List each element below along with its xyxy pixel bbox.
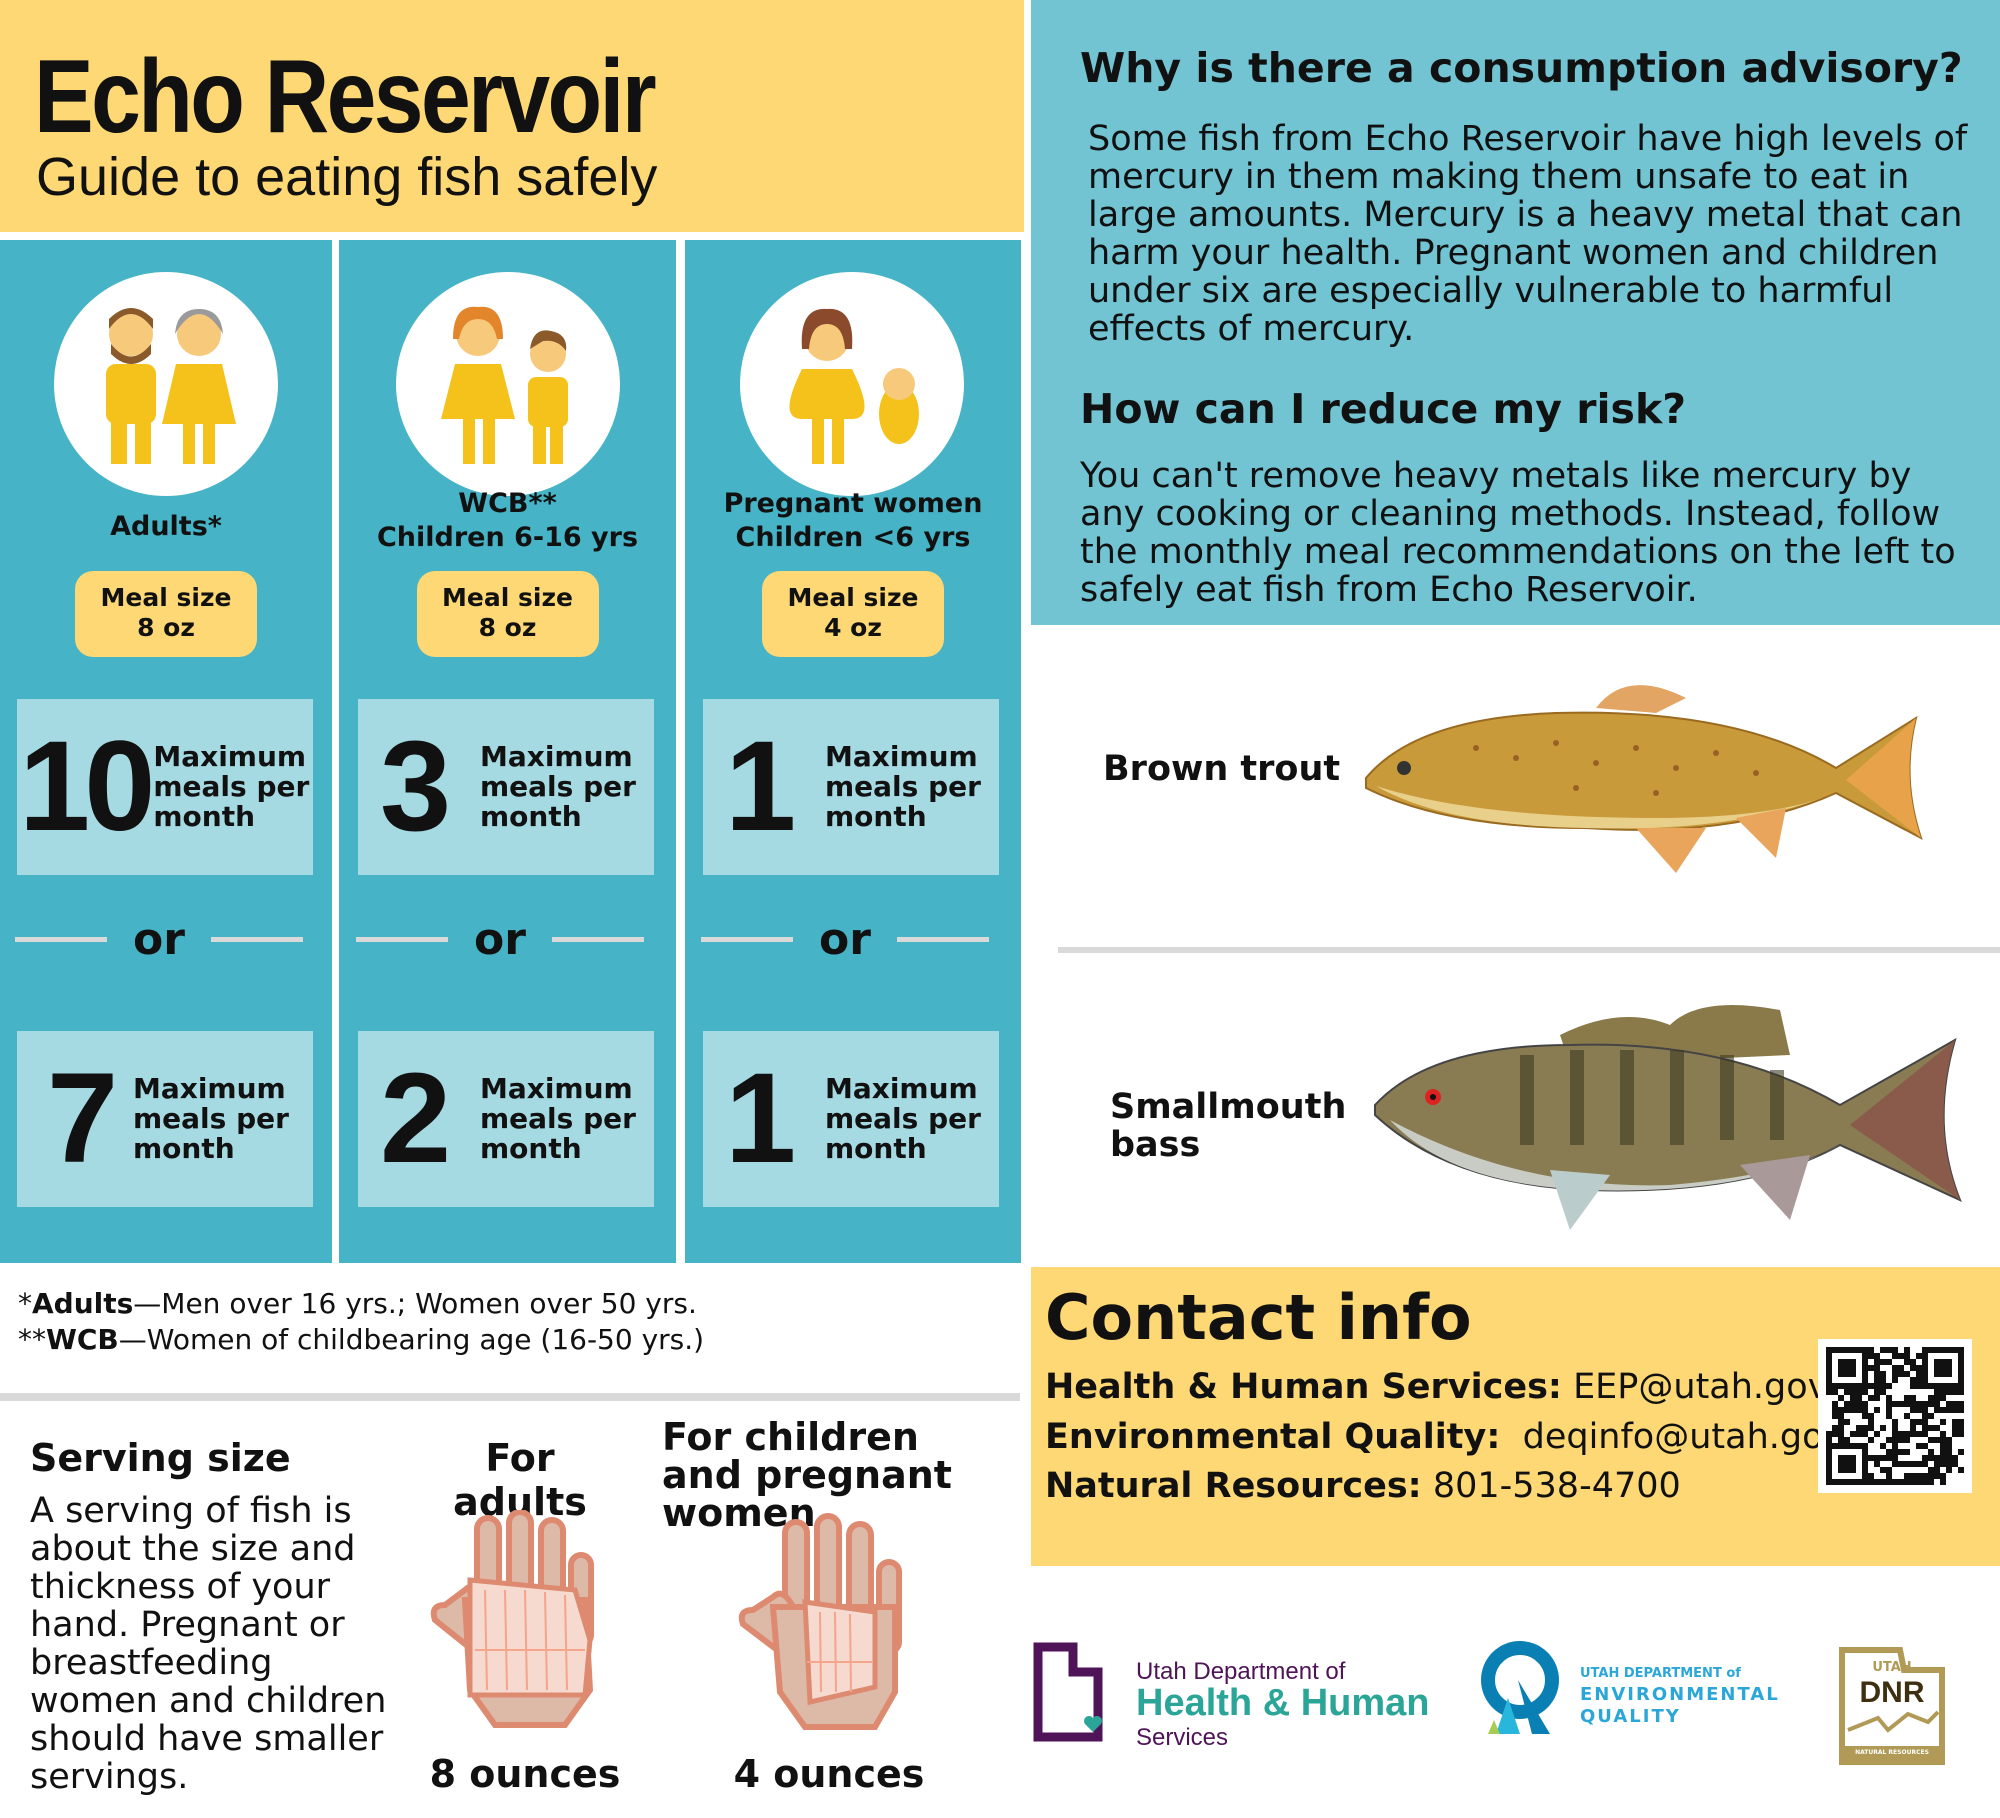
serving-size-body: A serving of fish is about the size and …: [30, 1491, 387, 1797]
section-divider: [0, 1393, 1020, 1401]
max-meals-second: 7 Maximum meals per month: [17, 1031, 313, 1207]
page-title: Echo Reservoir: [34, 39, 657, 155]
pregnant-child-icon: [740, 272, 964, 496]
why-heading: Why is there a consumption advisory?: [1080, 44, 1963, 92]
contact-deq-email[interactable]: deqinfo@utah.gov: [1522, 1417, 1845, 1457]
meal-size-badge: Meal size 8 oz: [416, 571, 599, 657]
smallmouth-bass-image: [1374, 1005, 1962, 1230]
logo-deq: UTAH DEPARTMENT of ENVIRONMENTAL QUALITY: [1480, 1638, 1778, 1738]
contact-dhhs: Health & Human Services: EEP@utah.gov: [1045, 1367, 1829, 1407]
adult-hand-icon: [430, 1510, 594, 1728]
child-hand-icon: [738, 1513, 902, 1730]
page-subtitle: Guide to eating fish safely: [36, 147, 658, 207]
group-label: Adults*: [110, 511, 222, 542]
max-meals-first: 1 Maximum meals per month: [703, 699, 999, 875]
serving-size-title: Serving size: [30, 1436, 291, 1480]
group-label: Pregnant women Children <6 yrs: [723, 488, 983, 553]
deq-emblem-icon: [1481, 1641, 1559, 1734]
children-serving-amount: 4 ounces: [733, 1752, 925, 1796]
max-meals-first: 3 Maximum meals per month: [358, 699, 654, 875]
contact-dnr: Natural Resources: 801-538-4700: [1045, 1466, 1681, 1506]
max-meals-second: 2 Maximum meals per month: [358, 1031, 654, 1207]
dnr-emblem-icon: [1839, 1647, 1945, 1765]
adults-serving-amount: 8 ounces: [429, 1752, 621, 1796]
serving-size-section: Serving size A serving of fish is about …: [30, 1436, 410, 1796]
header-banner: Echo Reservoir Guide to eating fish safe…: [0, 0, 1024, 232]
contact-dnr-phone: 801-538-4700: [1432, 1466, 1681, 1506]
logo-dhhs: Utah Department of Health & Human Servic…: [1033, 1640, 1463, 1751]
contact-panel: Contact info Health & Human Services: EE…: [1031, 1267, 2000, 1566]
children-serving-heading: For children and pregnant women: [662, 1415, 952, 1535]
qr-code[interactable]: [1818, 1339, 1972, 1493]
max-meals-first: 10 Maximum meals per month: [17, 699, 313, 875]
or-separator: or: [352, 914, 648, 965]
footnotes: *Adults—Men over 16 yrs.; Women over 50 …: [18, 1286, 704, 1358]
footnote-adults: *Adults—Men over 16 yrs.; Women over 50 …: [18, 1287, 697, 1320]
group-column-1: Adults* Meal size 8 oz 10 Maximum meals pe…: [0, 240, 332, 1263]
max-meals-second: 1 Maximum meals per month: [703, 1031, 999, 1207]
adults-icon: [54, 272, 278, 496]
brown-trout-image: [1365, 685, 1923, 873]
footnote-wcb: **WCB—Women of childbearing age (16-50 y…: [18, 1323, 705, 1356]
fish-divider: [1058, 947, 2000, 953]
fish-label-brown-trout: Brown trout: [1103, 749, 1341, 789]
utah-state-icon: [1033, 1642, 1103, 1742]
reduce-body: You can't remove heavy metals like mercu…: [1080, 456, 1956, 610]
reduce-heading: How can I reduce my risk?: [1080, 385, 1686, 433]
advisory-panel: Why is there a consumption advisory? Som…: [1031, 0, 2000, 625]
qr-code-icon: [1826, 1347, 1964, 1485]
group-column-3: Pregnant women Children <6 yrs Meal size 4…: [685, 240, 1021, 1263]
or-separator: or: [697, 914, 993, 965]
group-column-2: WCB** Children 6-16 yrs Meal size 8 oz 3 M…: [339, 240, 676, 1263]
why-body: Some fish from Echo Reservoir have high …: [1088, 119, 1968, 349]
meal-size-badge: Meal size 8 oz: [75, 571, 257, 657]
wcb-children-icon: [395, 272, 620, 496]
logo-dnr: UTAH DNR NATURAL RESOURCES: [1838, 1646, 1946, 1766]
or-separator: or: [11, 914, 307, 965]
group-label: WCB** Children 6-16 yrs: [376, 488, 639, 553]
meal-size-badge: Meal size 4 oz: [762, 571, 944, 657]
contact-dhhs-email[interactable]: EEP@utah.gov: [1573, 1367, 1829, 1407]
contact-deq: Environmental Quality: deqinfo@utah.gov: [1045, 1417, 1845, 1457]
fish-label-smallmouth-bass: Smallmouth bass: [1110, 1087, 1347, 1165]
contact-title: Contact info: [1045, 1281, 1472, 1354]
